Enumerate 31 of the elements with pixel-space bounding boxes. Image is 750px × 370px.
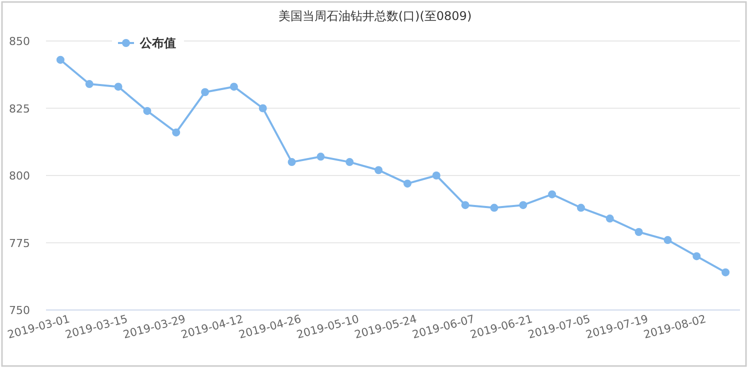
point	[548, 190, 556, 198]
point	[56, 56, 64, 64]
point	[432, 172, 440, 180]
point	[230, 82, 238, 91]
point	[114, 82, 122, 91]
y-tick-label: 750	[9, 304, 30, 317]
y-tick-label: 850	[9, 35, 30, 48]
point	[258, 104, 267, 112]
y-tick-label: 800	[9, 170, 30, 182]
legend-label: 公布值	[139, 36, 176, 50]
point	[576, 204, 585, 212]
point	[346, 158, 354, 166]
point	[143, 106, 152, 115]
point	[374, 166, 383, 174]
y-tick-label: 775	[9, 236, 30, 250]
point	[461, 201, 470, 210]
point	[606, 214, 614, 223]
point	[288, 158, 296, 166]
point	[403, 180, 412, 188]
point	[490, 204, 498, 212]
point	[172, 128, 180, 136]
point	[85, 80, 94, 88]
y-tick-label: 825	[9, 102, 30, 116]
point	[722, 268, 730, 276]
point	[634, 228, 643, 236]
point	[519, 201, 528, 210]
chart-title: 美国当周石油钻井总数(口)(至0809)	[278, 9, 472, 23]
point	[692, 252, 701, 260]
point	[316, 152, 325, 161]
point	[664, 236, 672, 244]
point	[201, 88, 210, 96]
